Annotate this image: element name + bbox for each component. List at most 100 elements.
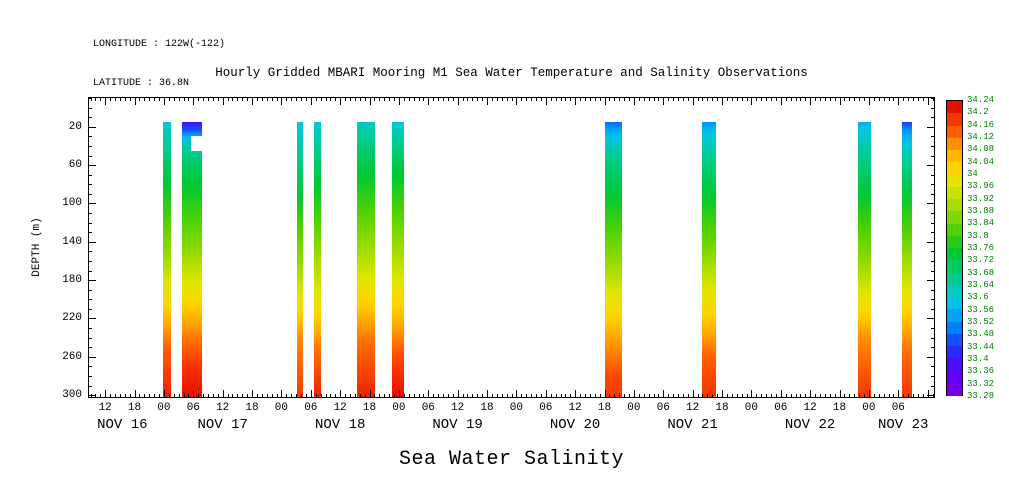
- axis-tick: [839, 98, 841, 105]
- x-tick-label: 18: [715, 402, 729, 414]
- axis-tick: [89, 280, 96, 282]
- axis-tick: [931, 98, 934, 99]
- axis-tick: [89, 165, 96, 167]
- axis-tick: [89, 270, 92, 272]
- x-tick-label: 12: [568, 402, 582, 414]
- axis-tick: [447, 394, 449, 397]
- axis-tick: [89, 203, 96, 205]
- axis-tick: [912, 394, 914, 397]
- axis-tick: [482, 98, 484, 101]
- axis-tick: [208, 394, 209, 397]
- axis-tick: [496, 98, 498, 101]
- axis-tick: [751, 98, 753, 105]
- x-tick-label: 00: [509, 402, 523, 414]
- axis-tick: [898, 390, 900, 397]
- axis-tick: [286, 394, 288, 397]
- axis-tick: [829, 394, 831, 397]
- axis-tick: [428, 98, 430, 105]
- axis-tick: [751, 390, 753, 397]
- colorbar-tick-label: 34.04: [967, 156, 995, 167]
- axis-tick: [834, 98, 836, 101]
- colorbar-tick-label: 33.56: [967, 304, 995, 315]
- axis-tick: [746, 98, 748, 101]
- axis-tick: [604, 98, 606, 105]
- axis-tick: [384, 98, 386, 101]
- axis-tick: [217, 98, 219, 101]
- axis-tick: [624, 394, 626, 397]
- axis-tick: [931, 232, 934, 234]
- axis-tick: [908, 394, 910, 397]
- axis-tick: [462, 98, 464, 101]
- axis-tick: [931, 299, 934, 301]
- longitude-label: LONGITUDE : 122W(-122): [93, 39, 226, 50]
- axis-tick: [707, 98, 709, 101]
- axis-tick: [89, 395, 96, 397]
- x-day-label: NOV 19: [432, 417, 483, 433]
- axis-tick: [731, 394, 733, 397]
- axis-tick: [89, 385, 92, 387]
- axis-tick: [105, 390, 107, 397]
- axis-tick: [89, 232, 92, 234]
- axis-tick: [89, 289, 92, 291]
- data-stripe: [296, 122, 304, 397]
- axis-tick: [931, 136, 934, 138]
- axis-tick: [335, 394, 337, 397]
- axis-tick: [726, 394, 728, 397]
- colorbar-tick-label: 33.52: [967, 317, 995, 327]
- data-stripe: [858, 122, 872, 397]
- colorbar-segment: [947, 235, 962, 249]
- axis-tick: [756, 98, 758, 101]
- colorbar-segment: [947, 125, 962, 139]
- axis-tick: [310, 98, 312, 105]
- colorbar-segment: [947, 346, 962, 360]
- x-tick-label: 00: [862, 402, 876, 414]
- axis-tick: [496, 394, 498, 397]
- axis-tick: [188, 98, 190, 101]
- data-stripe: [902, 122, 912, 397]
- axis-tick: [394, 394, 395, 397]
- axis-tick: [756, 394, 758, 397]
- axis-tick: [648, 98, 650, 101]
- axis-tick: [565, 394, 567, 397]
- axis-tick: [931, 174, 934, 176]
- axis-tick: [931, 385, 934, 387]
- axis-tick: [619, 98, 621, 101]
- x-tick-label: 12: [685, 402, 700, 414]
- colorbar-segment: [947, 272, 962, 286]
- x-tick-label: 18: [245, 402, 259, 414]
- x-tick-label: 06: [891, 402, 905, 414]
- data-stripe: [701, 122, 716, 397]
- axis-tick: [931, 260, 934, 262]
- axis-tick: [433, 98, 435, 101]
- axis-tick: [139, 394, 141, 397]
- axis-tick: [472, 98, 474, 101]
- axis-tick: [423, 98, 425, 101]
- axis-tick: [296, 98, 298, 101]
- axis-tick: [819, 98, 821, 101]
- axis-tick: [315, 394, 317, 397]
- axis-tick: [540, 394, 542, 397]
- axis-tick: [374, 394, 376, 397]
- axis-tick: [917, 98, 919, 101]
- x-tick-label: 06: [304, 402, 318, 414]
- axis-tick: [736, 394, 738, 397]
- axis-tick: [526, 98, 528, 101]
- axis-tick: [912, 98, 914, 101]
- axis-tick: [927, 356, 934, 358]
- axis-tick: [477, 394, 479, 397]
- x-day-label: NOV 17: [197, 417, 248, 433]
- axis-tick: [95, 98, 97, 101]
- axis-tick: [261, 98, 263, 101]
- x-day-label: NOV 22: [784, 417, 836, 433]
- colorbar-tick-label: 33.88: [967, 206, 995, 216]
- axis-tick: [413, 394, 415, 397]
- axis-tick: [575, 390, 577, 397]
- axis-tick: [89, 328, 92, 329]
- x-day-label: NOV 21: [667, 417, 718, 433]
- axis-tick: [89, 155, 92, 157]
- axis-tick: [931, 328, 934, 329]
- axis-tick: [633, 390, 635, 397]
- colorbar-segment: [947, 297, 962, 311]
- axis-tick: [119, 98, 121, 101]
- axis-tick: [89, 184, 92, 186]
